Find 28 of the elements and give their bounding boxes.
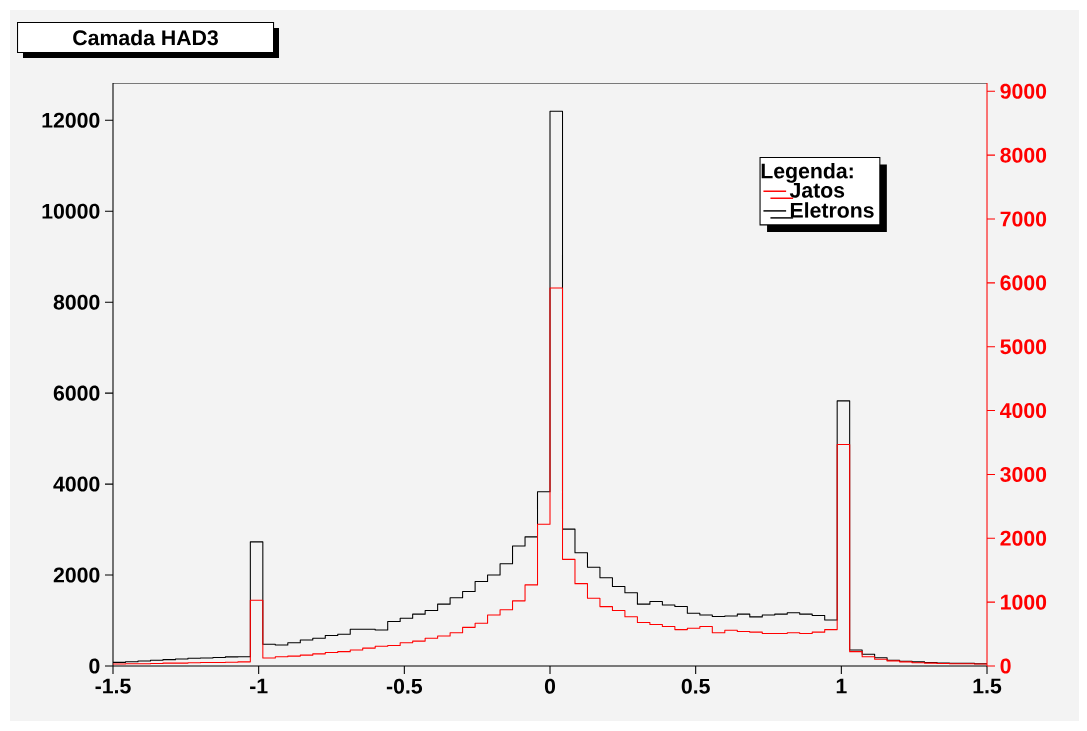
y2-tick-label: 4000 — [1000, 403, 1047, 419]
y-tick-label: 4000 — [53, 476, 100, 492]
y-tick-label: 6000 — [53, 385, 100, 401]
y-tick-label: 10000 — [42, 203, 100, 219]
x-tick-label: -0.5 — [386, 678, 423, 694]
y2-tick-label: 5000 — [1000, 339, 1047, 355]
y2-tick-label: 9000 — [1000, 83, 1047, 99]
x-tick-label: 0 — [544, 678, 556, 694]
x-tick-label: 0.5 — [681, 678, 710, 694]
chart-title: Camada HAD3 — [73, 29, 218, 46]
y2-tick-label: 2000 — [1000, 530, 1047, 546]
y-tick-label: 8000 — [53, 294, 100, 310]
x-tick-label: -1 — [250, 678, 268, 694]
legend-title: Legenda: — [761, 162, 853, 183]
y-tick-label: 12000 — [42, 112, 100, 128]
y2-tick-label: 7000 — [1000, 211, 1047, 227]
x-tick-label: -1.5 — [95, 678, 131, 694]
y2-tick-label: 8000 — [1000, 147, 1047, 163]
y-tick-label: 0 — [89, 658, 100, 674]
x-tick-label: 1 — [836, 678, 847, 694]
y2-tick-label: 1000 — [1001, 594, 1047, 610]
legend-label: Eletrons — [790, 202, 874, 218]
legend-label: Jatos — [789, 182, 845, 198]
y2-tick-label: 3000 — [1000, 466, 1047, 482]
y-tick-label: 2000 — [53, 567, 100, 583]
x-tick-label: 1.5 — [973, 678, 1002, 694]
y2-tick-label: 0 — [1000, 658, 1011, 674]
y2-tick-label: 6000 — [1000, 275, 1047, 291]
